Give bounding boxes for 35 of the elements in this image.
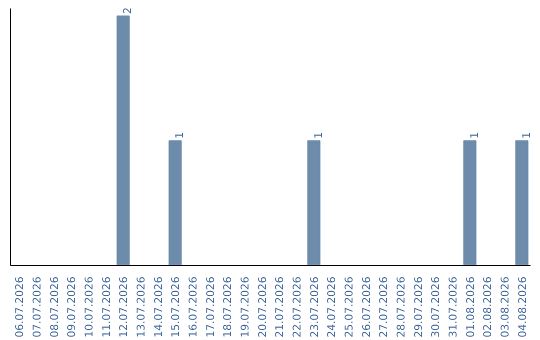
data-label: 1: [468, 132, 481, 139]
x-tick-label: 31.07.2026: [446, 276, 460, 338]
x-tick-label: 19.07.2026: [238, 276, 252, 338]
x-tick-label: 09.07.2026: [65, 276, 78, 338]
x-tick-label: 08.07.2026: [48, 276, 61, 338]
data-label: 1: [312, 132, 325, 139]
x-tick-label: 17.07.2026: [204, 276, 217, 338]
x-tick-label: 20.07.2026: [256, 276, 269, 338]
x-tick-label: 03.08.2026: [498, 276, 512, 338]
x-tick-label: 18.07.2026: [221, 276, 234, 338]
x-tick-label: 12.07.2026: [117, 276, 130, 338]
data-label: 1: [520, 132, 533, 139]
x-tick-label: 06.07.2026: [13, 276, 26, 338]
data-label: 1: [173, 132, 186, 139]
x-tick-label: 16.07.2026: [186, 276, 200, 338]
x-tick-label: 11.07.2026: [100, 276, 113, 338]
x-tick-label: 25.07.2026: [342, 276, 356, 338]
x-tick-label: 04.08.2026: [516, 276, 529, 338]
x-tick-label: 29.07.2026: [412, 276, 425, 338]
x-tick-label: 01.08.2026: [464, 276, 477, 338]
x-tick-label: 26.07.2026: [360, 276, 373, 338]
x-tick-label: 10.07.2026: [82, 276, 96, 338]
x-tick-label: 07.07.2026: [30, 276, 44, 338]
x-tick-label: 02.08.2026: [481, 276, 494, 338]
x-tick-label: 14.07.2026: [152, 276, 165, 338]
x-tick-label: 28.07.2026: [394, 276, 408, 338]
data-label: 2: [121, 7, 134, 14]
x-tick-label: 22.07.2026: [290, 276, 304, 338]
x-tick-label: 15.07.2026: [169, 276, 182, 338]
x-tick-label: 30.07.2026: [429, 276, 442, 338]
x-tick-label: 24.07.2026: [325, 276, 338, 338]
x-tick-label: 27.07.2026: [377, 276, 390, 338]
x-tick-label: 21.07.2026: [273, 276, 286, 338]
x-tick-label: 23.07.2026: [308, 276, 321, 338]
x-tick-label: 13.07.2026: [134, 276, 148, 338]
